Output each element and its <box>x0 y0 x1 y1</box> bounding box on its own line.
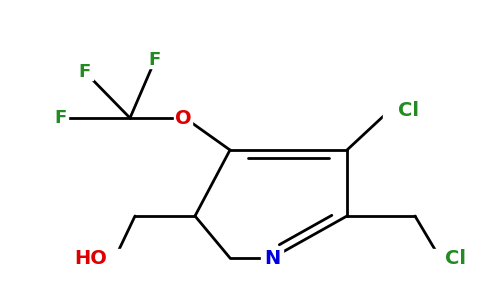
Text: O: O <box>175 109 191 128</box>
Bar <box>383 101 413 119</box>
Bar <box>77 64 93 80</box>
Text: F: F <box>79 63 91 81</box>
Bar <box>174 110 192 126</box>
Text: Cl: Cl <box>445 248 466 268</box>
Bar <box>52 110 68 125</box>
Bar <box>147 52 163 68</box>
Bar <box>90 249 124 267</box>
Text: F: F <box>54 109 66 127</box>
Text: HO: HO <box>74 248 107 268</box>
Bar <box>430 249 460 267</box>
Text: F: F <box>149 51 161 69</box>
Text: Cl: Cl <box>398 100 419 119</box>
Bar <box>261 249 283 267</box>
Text: N: N <box>264 248 280 268</box>
